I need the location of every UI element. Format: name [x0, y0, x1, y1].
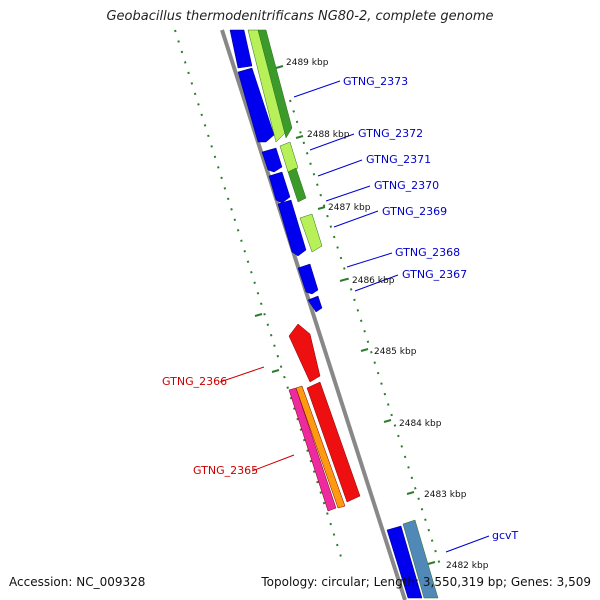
gene-gtng-2371-darkgreen: [287, 167, 307, 203]
leader-lines: [219, 80, 490, 553]
map-title: Geobacillus thermodenitrificans NG80-2, …: [106, 9, 494, 24]
scale-label-2482: 2482 kbp: [446, 561, 489, 571]
gene-gtng-2372-lightgreen: [279, 141, 299, 173]
gene-gtng-2369-lightgreen: [299, 213, 323, 253]
gene-gcvt-steelblue: [402, 519, 439, 599]
scale-label-2488: 2488 kbp: [307, 130, 350, 140]
gene-label[interactable]: GTNG_2366: [162, 375, 227, 388]
inner-dotted-track: [289, 99, 441, 566]
gene-gtng-2366-arrow: [288, 323, 321, 383]
scale-label-2486: 2486 kbp: [352, 276, 395, 286]
forward-genes: [229, 29, 423, 599]
gene-label[interactable]: GTNG_2371: [366, 153, 431, 166]
outer-dotted-track: [174, 29, 343, 561]
scale-label-2483: 2483 kbp: [424, 490, 467, 500]
gene-gtng-2365-red: [306, 381, 361, 503]
gene-label[interactable]: GTNG_2368: [395, 246, 460, 259]
gene-gtng-2373-block: [229, 29, 253, 69]
gene-label[interactable]: GTNG_2365: [193, 464, 258, 477]
gene-gtng-2372-arrow: [261, 147, 283, 173]
gene-gtng-2370-arrow: [277, 199, 307, 257]
gene-gtng-2368-arrow: [297, 263, 319, 295]
gene-label[interactable]: GTNG_2370: [374, 179, 439, 192]
gene-gcvt-arrow: [386, 525, 423, 599]
scale-ticks: [254, 65, 436, 565]
scale-label-2485: 2485 kbp: [374, 347, 417, 357]
gene-label[interactable]: GTNG_2372: [358, 127, 423, 140]
gene-gtng-2367-arrow: [307, 295, 323, 313]
gene-label[interactable]: GTNG_2369: [382, 205, 447, 218]
gene-gtng-2373-darkgreen: [257, 29, 293, 139]
gene-gtng-2365-pink: [288, 387, 337, 512]
genome-backbone: [220, 29, 407, 600]
gene-label[interactable]: GTNG_2373: [343, 75, 408, 88]
accession-label: Accession: NC_009328: [9, 575, 146, 589]
gene-gtng-2371-arrow: [268, 171, 291, 204]
scale-label-2487: 2487 kbp: [328, 203, 371, 213]
gene-label[interactable]: GTNG_2367: [402, 268, 467, 281]
scale-labels: 2489 kbp 2488 kbp 2487 kbp 2486 kbp 2485…: [286, 58, 489, 571]
reverse-genes: [288, 323, 361, 512]
gene-labels: GTNG_2373 GTNG_2372 GTNG_2371 GTNG_2370 …: [162, 75, 519, 542]
gene-gtng-2373-arrow: [237, 67, 275, 143]
scale-label-2489: 2489 kbp: [286, 58, 329, 68]
cds-track: [247, 29, 439, 599]
gene-label[interactable]: gcvT: [492, 529, 519, 542]
genome-summary: Topology: circular; Length: 3,550,319 bp…: [261, 575, 591, 589]
gene-gtng-2365-orange: [295, 385, 346, 509]
scale-label-2484: 2484 kbp: [399, 419, 442, 429]
